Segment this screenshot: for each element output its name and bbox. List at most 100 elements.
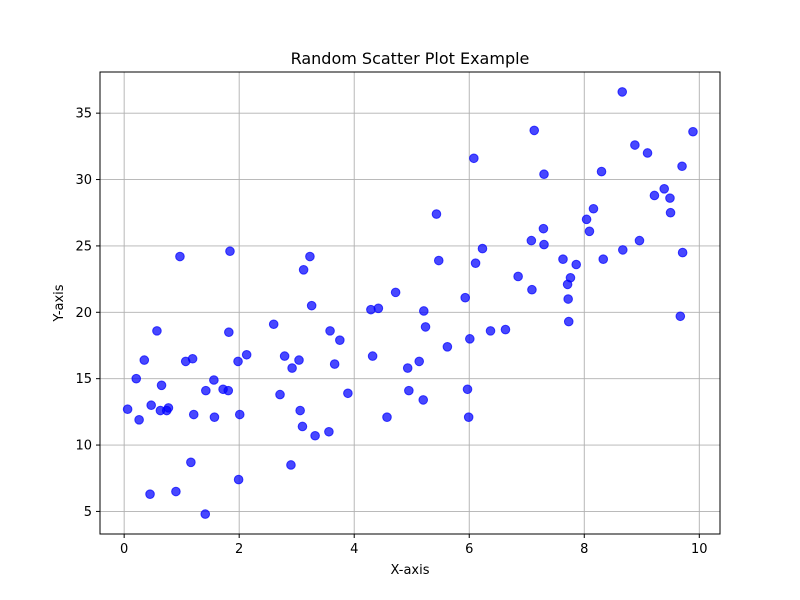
scatter-point (286, 460, 296, 470)
y-tick-label: 35 (75, 107, 92, 122)
scatter-point (659, 184, 670, 194)
y-axis-label: Y-axis (52, 284, 67, 322)
scatter-point (201, 385, 211, 396)
x-tick-label: 4 (350, 542, 358, 557)
scatter-point (223, 385, 234, 396)
scatter-point (460, 292, 471, 303)
scatter-point (433, 255, 444, 266)
scatter-point (275, 389, 285, 400)
scatter-point (233, 356, 243, 367)
scatter-point (163, 403, 174, 413)
scatter-point (596, 166, 607, 177)
scatter-point (539, 169, 549, 180)
scatter-point (287, 363, 297, 373)
scatter-point (485, 326, 496, 336)
scatter-point (187, 353, 198, 364)
scatter-point (234, 409, 245, 420)
scatter-point (233, 474, 244, 485)
scatter-point (325, 326, 335, 336)
scatter-point (527, 284, 537, 295)
scatter-point (538, 223, 549, 234)
data-points (122, 87, 698, 519)
plot-frame (99, 71, 721, 535)
scatter-point (584, 226, 595, 237)
y-tick-label: 15 (75, 372, 92, 387)
scatter-point (402, 363, 413, 373)
x-tick-label: 2 (235, 542, 243, 557)
x-tick-label: 8 (580, 542, 588, 557)
scatter-point (134, 415, 144, 425)
scatter-point (335, 335, 345, 345)
scatter-point (418, 395, 429, 405)
scatter-point (310, 430, 320, 441)
scatter-point (175, 251, 185, 262)
chart-title: Random Scatter Plot Example (291, 49, 530, 68)
scatter-point (675, 311, 686, 322)
scatter-point (677, 247, 688, 258)
scatter-point (200, 509, 211, 519)
scatter-point (634, 235, 645, 246)
scatter-point (558, 254, 568, 264)
scatter-point (188, 409, 199, 420)
scatter-point (649, 190, 660, 201)
scatter-point (462, 384, 473, 395)
scatter-point (431, 209, 442, 219)
scatter-point (298, 265, 309, 275)
scatter-point (171, 486, 181, 497)
scatter-point (324, 426, 334, 437)
scatter-point (500, 324, 511, 335)
scatter-point (419, 306, 429, 316)
scatter-point (156, 380, 167, 391)
axis-ticks: 0 2 4 6 8 10 5 10 15 20 25 30 35 (75, 107, 707, 557)
scatter-point (665, 207, 676, 218)
scatter-point (295, 405, 305, 416)
scatter-point (565, 272, 576, 283)
scatter-point (526, 235, 537, 246)
scatter-point (539, 239, 549, 250)
scatter-point (297, 421, 308, 432)
scatter-point (571, 259, 582, 270)
scatter-point (414, 356, 425, 367)
scatter-point (477, 243, 488, 254)
scatter-point (367, 351, 378, 361)
scatter-point (598, 254, 609, 264)
scatter-point (268, 319, 279, 330)
scatter-point (131, 373, 142, 384)
scatter-point (305, 251, 315, 262)
scatter-point (146, 400, 156, 411)
y-tick-label: 5 (84, 505, 92, 520)
scatter-point (241, 349, 252, 360)
scatter-point (343, 388, 353, 399)
x-tick-label: 0 (120, 542, 128, 557)
scatter-point (513, 271, 523, 282)
y-tick-label: 10 (75, 439, 92, 454)
y-tick-label: 30 (75, 173, 92, 188)
scatter-point (665, 193, 675, 203)
scatter-point (469, 153, 479, 164)
scatter-point (470, 258, 481, 268)
scatter-point (139, 355, 150, 365)
scatter-point (465, 334, 475, 344)
scatter-point (306, 300, 317, 311)
scatter-point (404, 385, 414, 396)
scatter-point (225, 246, 235, 257)
scatter-point (152, 326, 162, 336)
y-tick-label: 25 (75, 239, 92, 254)
scatter-point (279, 351, 290, 361)
scatter-point (329, 359, 340, 369)
scatter-point (209, 375, 219, 385)
scatter-point (373, 303, 384, 314)
scatter-point (224, 327, 234, 338)
scatter-point (630, 140, 640, 150)
scatter-point (186, 457, 196, 468)
scatter-point (588, 203, 599, 214)
scatter-point (529, 125, 540, 136)
x-tick-label: 10 (691, 542, 708, 557)
scatter-point (677, 161, 687, 172)
scatter-point (563, 316, 574, 327)
scatter-point (688, 126, 698, 137)
y-tick-label: 20 (75, 306, 92, 321)
scatter-point (581, 214, 592, 225)
